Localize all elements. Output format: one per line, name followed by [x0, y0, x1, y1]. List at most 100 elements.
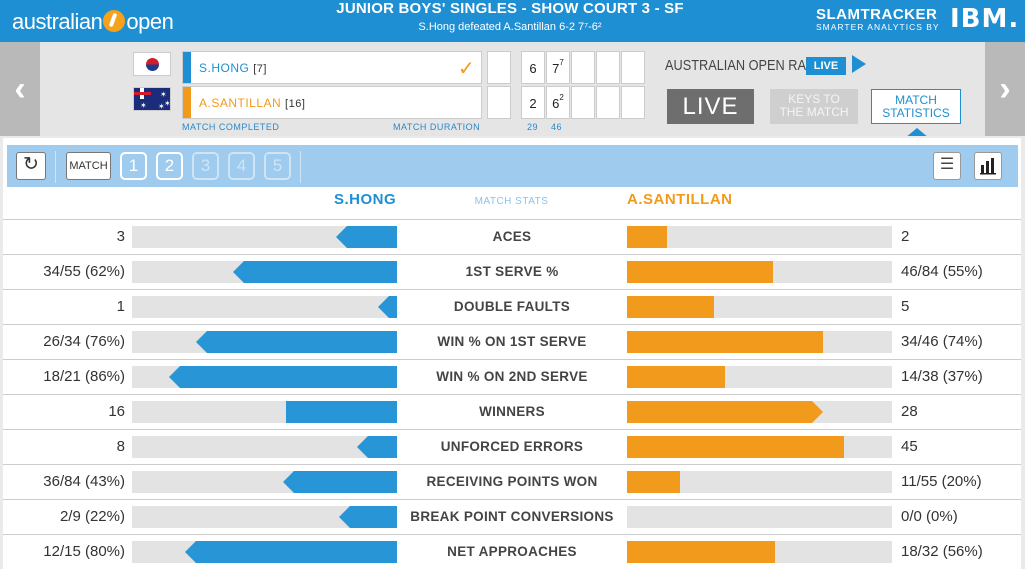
- stat-right-bar: [627, 226, 667, 248]
- radio-label[interactable]: AUSTRALIAN OPEN RADIO: [665, 57, 829, 74]
- stat-right-track: [627, 436, 892, 458]
- next-match-button[interactable]: ›: [985, 42, 1025, 136]
- stat-left-bar-tip: [233, 261, 244, 283]
- stat-left-track: [132, 226, 397, 248]
- stat-right-track: [627, 471, 892, 493]
- play-icon[interactable]: [852, 55, 866, 73]
- stat-left-track: [132, 296, 397, 318]
- player-color-stripe: [183, 87, 191, 118]
- stat-left-bar: [350, 506, 397, 528]
- stat-left-bar: [368, 436, 397, 458]
- stat-right-value: 2: [901, 228, 910, 245]
- stat-label: BREAK POINT CONVERSIONS: [410, 509, 614, 524]
- logo-text-right: open: [126, 9, 174, 34]
- stat-left-bar-tip: [196, 331, 207, 353]
- stat-row: 1 DOUBLE FAULTS 5: [3, 289, 1021, 324]
- list-view-button[interactable]: ☰: [933, 152, 961, 180]
- stat-left-track: [132, 401, 397, 423]
- stat-right-bar: [627, 541, 775, 563]
- smarter-analytics-text: SMARTER ANALYTICS BY: [816, 22, 940, 32]
- slamtracker-brand: SLAMTRACKER: [816, 6, 938, 23]
- stat-left-bar-tip: [336, 226, 347, 248]
- stat-right-track: [627, 506, 892, 528]
- tiebreak-score: 7: [559, 58, 564, 67]
- stat-label: ACES: [492, 229, 532, 244]
- stat-right-bar: [627, 261, 773, 283]
- stats-header-left-player: S.HONG: [334, 191, 397, 208]
- stat-right-value: 28: [901, 403, 918, 420]
- player-name: A.SANTILLAN [16]: [199, 96, 306, 110]
- player-row-hong[interactable]: S.HONG [7] ✓: [182, 51, 482, 84]
- match-status: MATCH COMPLETED: [182, 122, 280, 132]
- refresh-button[interactable]: ↻: [16, 152, 46, 180]
- stat-left-bar: [347, 226, 397, 248]
- chevron-right-icon: ›: [999, 69, 1011, 108]
- stat-left-track: [132, 471, 397, 493]
- stat-left-value: 26/34 (76%): [43, 333, 125, 350]
- refresh-icon: ↻: [23, 154, 39, 175]
- stat-label: 1ST SERVE %: [465, 264, 559, 279]
- score-set-5: [621, 51, 645, 84]
- player-color-stripe: [183, 52, 191, 83]
- australian-open-logo[interactable]: australian open: [12, 9, 174, 35]
- stat-right-track: [627, 401, 892, 423]
- stat-label: DOUBLE FAULTS: [453, 299, 571, 314]
- stat-right-bar: [627, 471, 680, 493]
- score-set-4: [596, 51, 620, 84]
- stat-left-bar: [180, 366, 397, 388]
- stat-label: WIN % ON 2ND SERVE: [436, 369, 588, 384]
- logo-text-left: australian: [12, 9, 103, 34]
- korea-flag-icon: [133, 52, 171, 76]
- stat-label: NET APPROACHES: [447, 544, 577, 559]
- stats-header-title: MATCH STATS: [474, 196, 549, 207]
- stat-right-value: 18/32 (56%): [901, 543, 983, 560]
- set-4-button[interactable]: 4: [228, 152, 255, 180]
- logo-player-icon: [103, 10, 126, 32]
- stat-left-bar-tip: [185, 541, 196, 563]
- previous-match-button[interactable]: ‹: [0, 42, 40, 136]
- stat-left-value: 16: [108, 403, 125, 420]
- match-duration-minutes: 46: [551, 122, 563, 132]
- match-result: S.Hong defeated A.Santillan 6-2 7⁷-6²: [418, 21, 602, 33]
- stat-left-value: 36/84 (43%): [43, 473, 125, 490]
- score-cell-empty: [487, 86, 511, 119]
- keys-to-the-match-tab[interactable]: KEYS TO THE MATCH: [770, 89, 858, 124]
- stat-right-bar: [627, 296, 714, 318]
- stat-right-track: [627, 296, 892, 318]
- stat-left-value: 34/55 (62%): [43, 263, 125, 280]
- live-tab[interactable]: LIVE: [667, 89, 754, 124]
- stat-left-bar: [286, 401, 397, 423]
- match-title: JUNIOR BOYS' SINGLES - SHOW COURT 3 - SF: [336, 0, 684, 17]
- radio-live-badge[interactable]: LIVE: [806, 57, 846, 75]
- stat-right-bar-tip: [812, 401, 823, 423]
- stat-row: 36/84 (43%) RECEIVING POINTS WON 11/55 (20…: [3, 464, 1021, 499]
- stat-row: 18/21 (86%) WIN % ON 2ND SERVE 14/38 (37%): [3, 359, 1021, 394]
- stat-row: 16 WINNERS 28: [3, 394, 1021, 429]
- stat-right-bar: [627, 401, 812, 423]
- stats-toolbar: ↻ MATCH 1 2 3 4 5 ☰: [7, 145, 1018, 187]
- chart-view-button[interactable]: [974, 152, 1002, 180]
- player-row-santillan[interactable]: A.SANTILLAN [16]: [182, 86, 482, 119]
- stat-right-bar: [627, 366, 725, 388]
- australia-flag-icon: ✶ ✶ ✶ ✶: [133, 87, 171, 111]
- stat-row: 8 UNFORCED ERRORS 45: [3, 429, 1021, 464]
- set-2-button[interactable]: 2: [156, 152, 183, 180]
- stat-left-value: 2/9 (22%): [59, 508, 125, 525]
- stat-left-value: 8: [116, 438, 125, 455]
- stat-right-track: [627, 541, 892, 563]
- stat-left-bar: [196, 541, 397, 563]
- match-filter-button[interactable]: MATCH: [66, 152, 111, 180]
- match-duration-hours: 29: [527, 122, 539, 132]
- stat-left-bar-tip: [357, 436, 368, 458]
- stat-row: 34/55 (62%) 1ST SERVE % 46/84 (55%): [3, 254, 1021, 289]
- stat-right-value: 14/38 (37%): [901, 368, 983, 385]
- set-3-button[interactable]: 3: [192, 152, 219, 180]
- set-1-button[interactable]: 1: [120, 152, 147, 180]
- set-5-button[interactable]: 5: [264, 152, 291, 180]
- active-tab-indicator: [905, 128, 929, 138]
- header-bar: australian open JUNIOR BOYS' SINGLES - SH…: [0, 0, 1025, 42]
- player-name: S.HONG [7]: [199, 61, 267, 75]
- stat-right-value: 5: [901, 298, 910, 315]
- match-statistics-tab[interactable]: MATCH STATISTICS: [871, 89, 961, 124]
